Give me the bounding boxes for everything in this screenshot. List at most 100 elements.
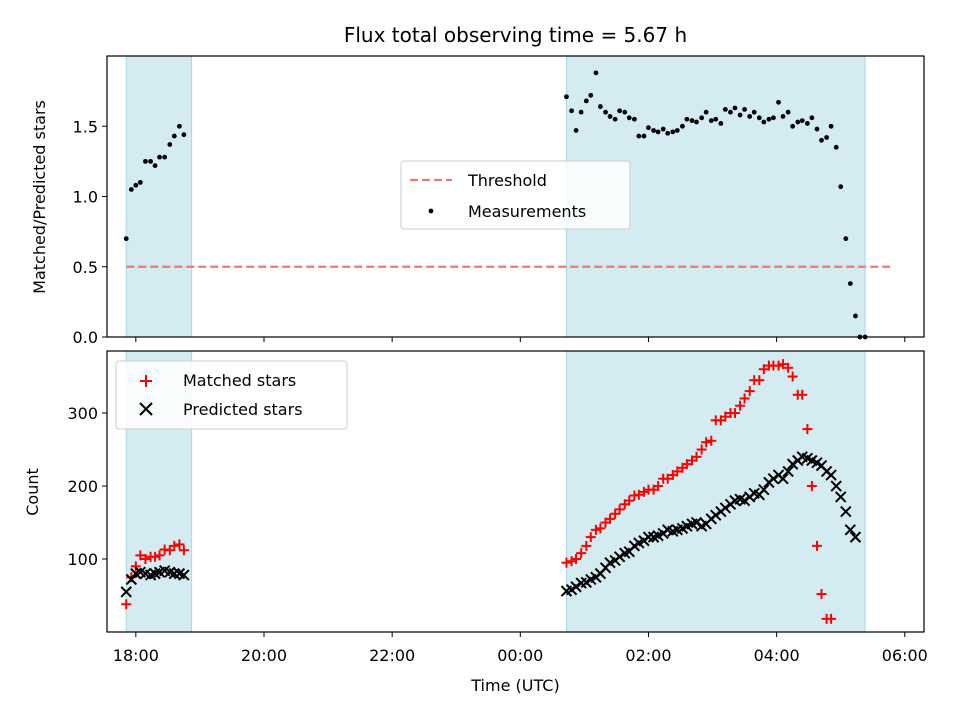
legend-measurement-label: Measurements [468, 202, 586, 221]
measurement-point [578, 109, 584, 115]
y-tick-label: 1.5 [73, 117, 98, 136]
y-tick-label: 0.5 [73, 258, 98, 277]
predicted-star-point [120, 586, 132, 598]
x-axis-label: Time (UTC) [470, 676, 559, 695]
matched-star-point [754, 375, 765, 386]
measurement-point [684, 116, 690, 122]
measurement-point [603, 109, 608, 115]
matched-star-point [595, 523, 606, 534]
predicted-star-point [830, 480, 842, 492]
predicted-star-point [767, 473, 780, 485]
measurement-point [152, 163, 158, 168]
measurement-point [785, 109, 791, 115]
measurement-point [790, 123, 796, 129]
measurement-point [766, 116, 772, 122]
measurement-point [655, 129, 661, 135]
measurement-point [626, 115, 632, 121]
y-tick-label: 200 [67, 477, 98, 496]
x-tick-label: 04:00 [754, 646, 800, 665]
measurement-point [612, 116, 618, 122]
measurement-point [756, 115, 762, 121]
y-tick-label: 100 [67, 550, 98, 569]
measurement-point [819, 137, 824, 143]
count-y-axis-label: Count [23, 468, 42, 516]
matched-star-point [174, 539, 185, 550]
matched-star-point [653, 481, 664, 492]
matched-star-point [566, 556, 577, 567]
matched-star-point [787, 371, 798, 382]
measurement-point [718, 121, 724, 126]
matched-star-point [826, 613, 837, 624]
predicted-star-point [849, 531, 862, 543]
measurement-point [751, 109, 757, 115]
measurement-point [680, 123, 685, 129]
measurement-point [569, 108, 574, 114]
measurement-point [622, 109, 628, 115]
measurement-point [636, 133, 642, 139]
predicted-star-point [642, 531, 655, 543]
matched-star-point [672, 466, 683, 477]
predicted-star-point [710, 509, 722, 521]
matched-star-point [150, 551, 161, 562]
matched-star-point [778, 359, 789, 370]
measurement-point [780, 114, 786, 119]
legend-predicted-swatch [139, 402, 153, 416]
measurement-point [177, 123, 182, 129]
measurement-point [737, 112, 743, 118]
matched-star-point [130, 561, 141, 572]
matched-star-point [696, 444, 707, 455]
x-tick-label: 06:00 [882, 646, 928, 665]
matched-star-point [816, 589, 827, 600]
measurement-point [747, 114, 753, 119]
measurement-point [847, 281, 853, 287]
measurement-point [674, 128, 680, 133]
ratio-y-axis-label: Matched/Predicted stars [30, 100, 49, 294]
measurement-point [742, 106, 747, 112]
measurement-point [771, 115, 776, 121]
matched-star-point [783, 362, 794, 373]
matched-star-point [614, 504, 625, 515]
measurement-point [703, 109, 709, 115]
measurement-point [694, 119, 699, 125]
measurement-point [732, 105, 738, 111]
measurement-point [588, 92, 594, 98]
y-tick-label: 0.0 [73, 328, 98, 347]
predicted-star-point [825, 469, 837, 481]
measurement-point [167, 142, 173, 147]
measurement-point [665, 130, 671, 136]
legend-predicted-label: Predicted stars [183, 400, 303, 419]
measurement-point [617, 108, 623, 114]
matched-star-point [729, 408, 740, 419]
measurement-point [824, 135, 830, 140]
measurement-point [838, 184, 844, 190]
predicted-star-point [758, 483, 770, 496]
measurement-point [137, 180, 143, 185]
measurement-point [828, 123, 834, 129]
matched-star-point [638, 486, 649, 497]
matched-star-point [140, 554, 151, 565]
x-tick-label: 18:00 [113, 646, 159, 665]
measurement-point [713, 116, 719, 122]
x-tick-label: 00:00 [497, 646, 543, 665]
matched-star-point [739, 393, 750, 404]
measurement-point [795, 119, 801, 125]
predicted-star-point [178, 569, 190, 581]
matched-star-point [169, 540, 180, 551]
matched-star-point [662, 473, 673, 484]
measurement-point [593, 70, 599, 76]
legend-measurement-swatch [428, 208, 434, 214]
measurement-point [573, 128, 579, 133]
matched-star-point [581, 540, 592, 551]
measurement-point [631, 116, 637, 122]
observing-window-1 [565, 350, 866, 633]
predicted-star-point [690, 516, 703, 529]
measurement-point [761, 119, 767, 125]
matched-star-point [691, 451, 702, 462]
matched-star-point [585, 532, 596, 543]
measurement-point [583, 98, 589, 104]
y-tick-label: 1.0 [73, 188, 98, 207]
measurement-point [843, 236, 849, 242]
measurement-point [128, 187, 134, 192]
matched-star-point [135, 550, 146, 561]
